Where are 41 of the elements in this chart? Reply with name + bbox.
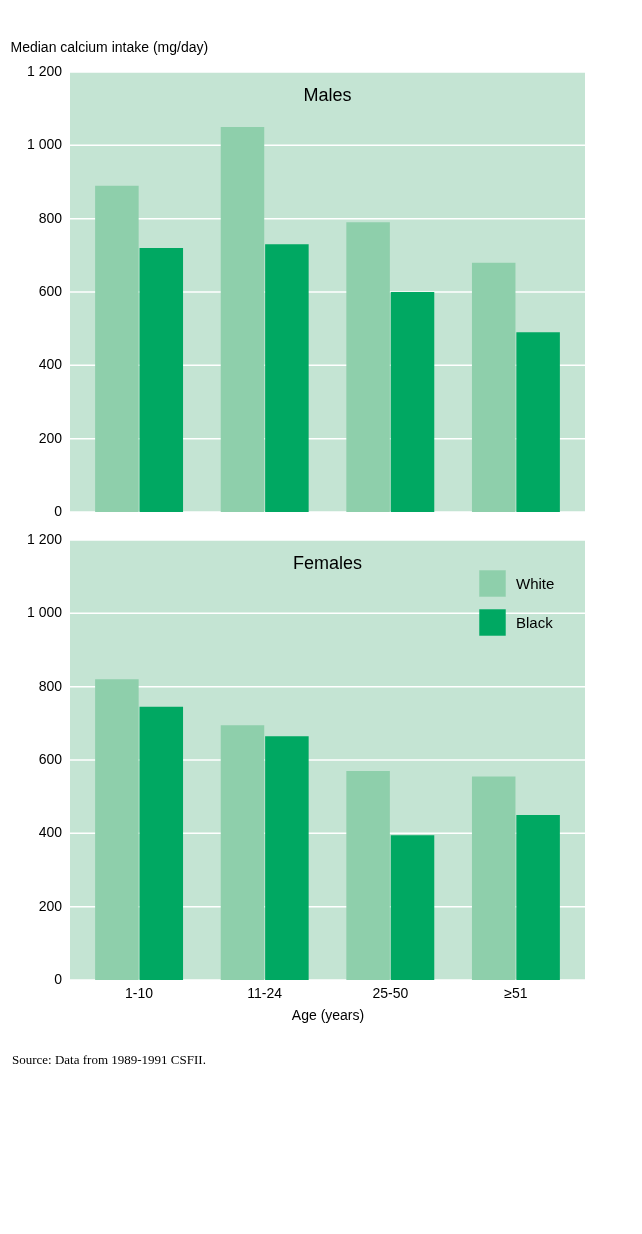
bar xyxy=(516,815,560,980)
y-tick-label: 200 xyxy=(38,897,63,914)
bar xyxy=(220,127,265,512)
bar xyxy=(95,185,139,512)
x-tick-label: 11-24 xyxy=(247,984,283,1001)
bar xyxy=(220,725,265,980)
bar xyxy=(390,835,435,980)
y-axis-title: Median calcium intake (mg/day) xyxy=(10,38,209,55)
y-tick-label: 1 000 xyxy=(26,604,63,621)
text: Males xyxy=(303,85,352,105)
bar xyxy=(265,736,309,980)
x-tick-label: 1-10 xyxy=(125,984,154,1001)
y-tick-label: 400 xyxy=(38,356,63,373)
bar xyxy=(390,292,435,512)
text: Females xyxy=(292,553,363,573)
y-tick-label: 600 xyxy=(38,283,63,299)
x-tick-label: 25-50 xyxy=(372,984,409,1001)
bar xyxy=(471,262,516,512)
bar xyxy=(139,706,184,980)
y-tick-label: 0 xyxy=(54,971,63,987)
legend-label: Black xyxy=(516,613,554,631)
y-tick-label: 200 xyxy=(38,429,63,446)
bar xyxy=(516,332,560,512)
legend-label: White xyxy=(516,574,555,592)
y-tick-label: 1 200 xyxy=(26,531,63,547)
y-tick-label: 1 200 xyxy=(26,63,63,79)
y-tick-label: 0 xyxy=(54,503,63,519)
x-axis-title: Age (years) xyxy=(291,1006,365,1023)
y-tick-label: 800 xyxy=(38,677,63,694)
bar xyxy=(139,248,184,512)
bar xyxy=(95,679,139,980)
y-tick-label: 400 xyxy=(38,824,63,841)
bar xyxy=(346,222,390,512)
y-tick-label: 600 xyxy=(38,751,63,767)
y-tick-label: 800 xyxy=(38,209,63,226)
y-tick-label: 1 000 xyxy=(26,136,63,153)
bar xyxy=(471,776,516,980)
source-note: Source: Data from 1989-1991 CSFII. xyxy=(12,1052,206,1067)
bar xyxy=(265,244,309,512)
bar xyxy=(346,771,390,980)
x-tick-label: ≥51 xyxy=(504,984,528,1001)
